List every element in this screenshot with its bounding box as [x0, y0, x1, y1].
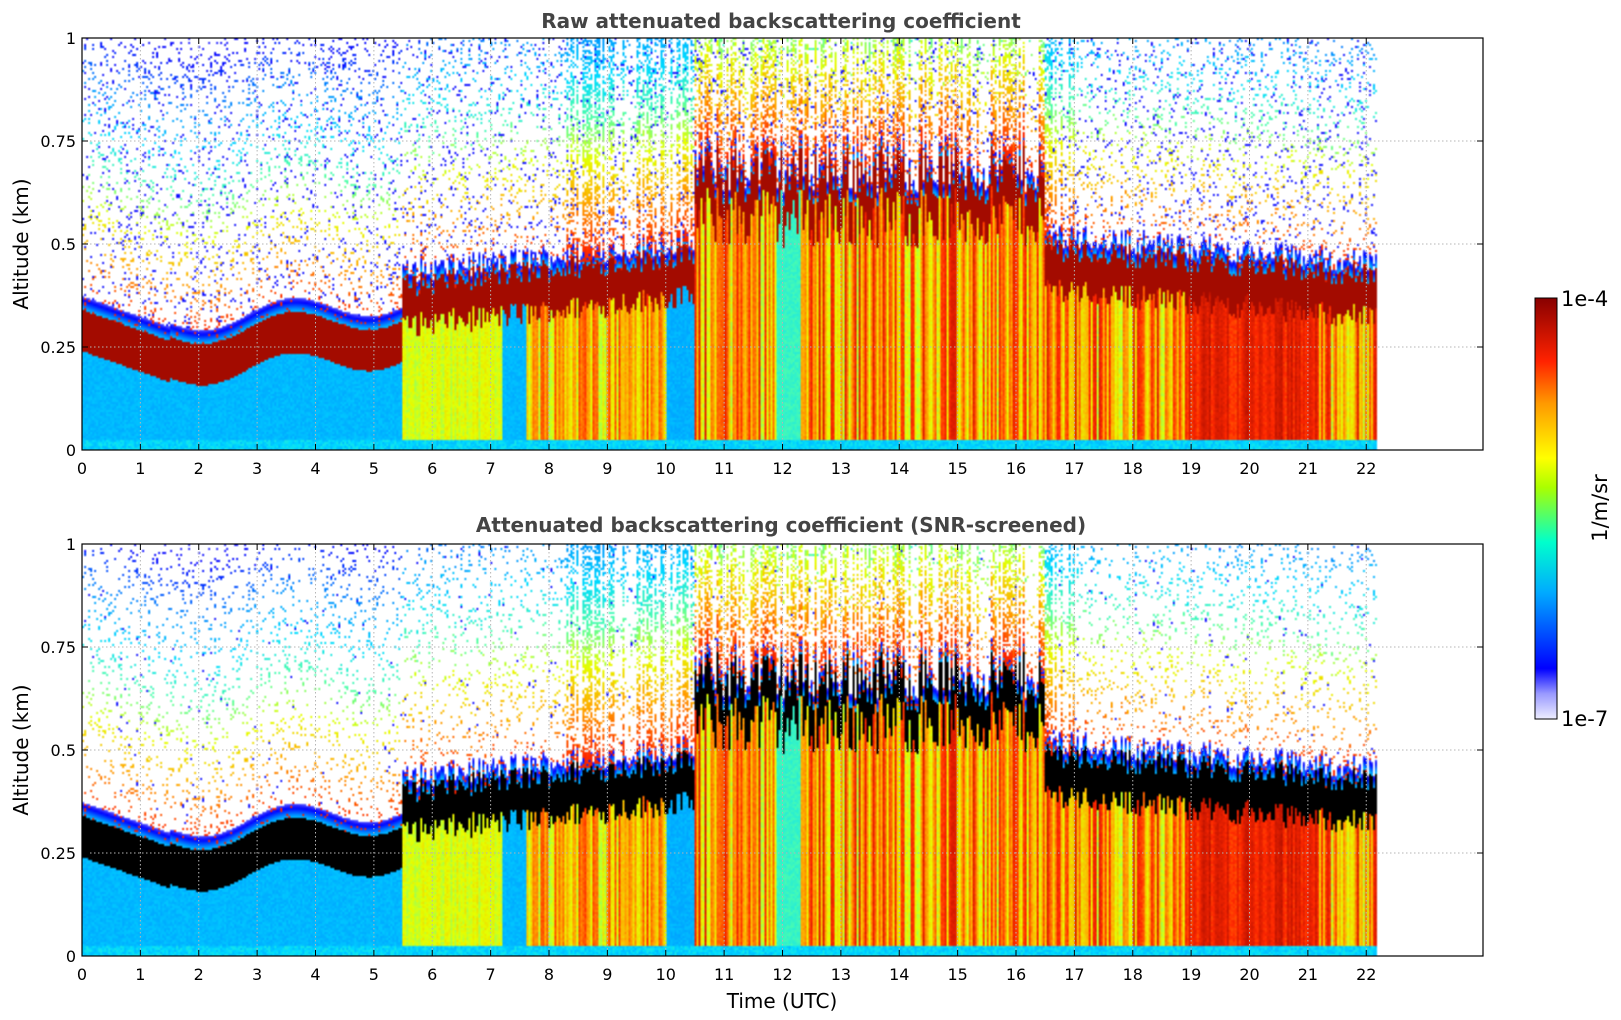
x-tick-label: 7 [486, 459, 496, 478]
x-tick-label: 0 [77, 459, 87, 478]
x-tick-label: 3 [252, 965, 262, 984]
x-tick-label: 10 [656, 459, 676, 478]
x-tick-label: 8 [544, 459, 554, 478]
x-tick-label: 5 [369, 965, 379, 984]
colorbar: 1e-4 1e-7 1/m/sr [1534, 287, 1612, 731]
x-tick-label: 6 [427, 459, 437, 478]
y-tick-label: 0.25 [40, 338, 76, 357]
x-tick-label: 2 [194, 965, 204, 984]
chart-title-screened: Attenuated backscattering coefficient (S… [476, 513, 1086, 537]
y-tick-label: 0.25 [40, 844, 76, 863]
x-tick-label: 12 [772, 459, 792, 478]
x-tick-label: 18 [1123, 459, 1143, 478]
y-tick-label: 0 [66, 441, 76, 460]
y-tick-label: 1 [66, 29, 76, 48]
x-tick-label: 22 [1356, 459, 1376, 478]
x-tick-label: 15 [947, 965, 967, 984]
x-tick-label: 16 [1006, 965, 1026, 984]
x-tick-label: 5 [369, 459, 379, 478]
plot-area-screened [81, 543, 1484, 957]
x-tick-label: 13 [831, 965, 851, 984]
x-tick-label: 9 [602, 965, 612, 984]
x-tick-label: 3 [252, 459, 262, 478]
plot-area-raw [81, 37, 1484, 451]
x-tick-label: 14 [889, 965, 909, 984]
x-tick-label: 1 [135, 965, 145, 984]
x-tick-label: 21 [1298, 459, 1318, 478]
x-tick-label: 7 [486, 965, 496, 984]
x-tick-label: 20 [1239, 459, 1259, 478]
plot-frame-screened [81, 543, 1484, 957]
x-tick-label: 2 [194, 459, 204, 478]
x-tick-label: 11 [714, 965, 734, 984]
x-tick-label: 15 [947, 459, 967, 478]
x-ticks-raw: 0 1 2 3 4 5 6 7 8 9 10 11 12 13 14 15 16 17 18 19 20 21 22 [77, 459, 1377, 478]
y-ticks-raw: 0 0.25 0.5 0.75 1 [40, 29, 76, 460]
x-tick-label: 4 [310, 965, 320, 984]
x-tick-label: 14 [889, 459, 909, 478]
x-tick-label: 19 [1181, 965, 1201, 984]
x-tick-label: 21 [1298, 965, 1318, 984]
y-tick-label: 0 [66, 947, 76, 966]
y-tick-label: 0.75 [40, 132, 76, 151]
x-tick-label: 20 [1239, 965, 1259, 984]
x-ticks-screened: 0 1 2 3 4 5 6 7 8 9 10 11 12 13 14 15 16 17 18 19 20 21 22 [77, 965, 1377, 984]
y-tick-label: 0.5 [51, 741, 76, 760]
x-tick-label: 16 [1006, 459, 1026, 478]
x-tick-label: 11 [714, 459, 734, 478]
x-tick-label: 8 [544, 965, 554, 984]
x-tick-label: 13 [831, 459, 851, 478]
x-tick-label: 4 [310, 459, 320, 478]
x-tick-label: 10 [656, 965, 676, 984]
x-tick-label: 9 [602, 459, 612, 478]
colorbar-min-label: 1e-7 [1561, 707, 1608, 731]
x-tick-label: 17 [1064, 965, 1084, 984]
x-axis-label: Time (UTC) [726, 989, 838, 1013]
x-tick-label: 12 [772, 965, 792, 984]
y-tick-label: 1 [66, 535, 76, 554]
y-axis-label-screened: Altitude (km) [9, 684, 33, 815]
x-tick-label: 17 [1064, 459, 1084, 478]
panel-screened: Attenuated backscattering coefficient (S… [9, 513, 1484, 1013]
y-axis-label-raw: Altitude (km) [9, 178, 33, 309]
x-tick-label: 6 [427, 965, 437, 984]
x-tick-label: 0 [77, 965, 87, 984]
y-ticks-screened: 0 0.25 0.5 0.75 1 [40, 535, 76, 966]
x-tick-label: 18 [1123, 965, 1143, 984]
chart-title-raw: Raw attenuated backscattering coefficien… [541, 9, 1021, 33]
plot-frame-raw [81, 37, 1484, 451]
colorbar-unit-label: 1/m/sr [1588, 474, 1612, 542]
colorbar-max-label: 1e-4 [1561, 287, 1608, 311]
x-tick-label: 22 [1356, 965, 1376, 984]
y-tick-label: 0.75 [40, 638, 76, 657]
colorbar-gradient [1534, 297, 1558, 720]
y-tick-label: 0.5 [51, 235, 76, 254]
x-tick-label: 19 [1181, 459, 1201, 478]
grid-raw [81, 37, 1483, 451]
x-tick-label: 1 [135, 459, 145, 478]
panel-raw: Raw attenuated backscattering coefficien… [9, 9, 1484, 478]
